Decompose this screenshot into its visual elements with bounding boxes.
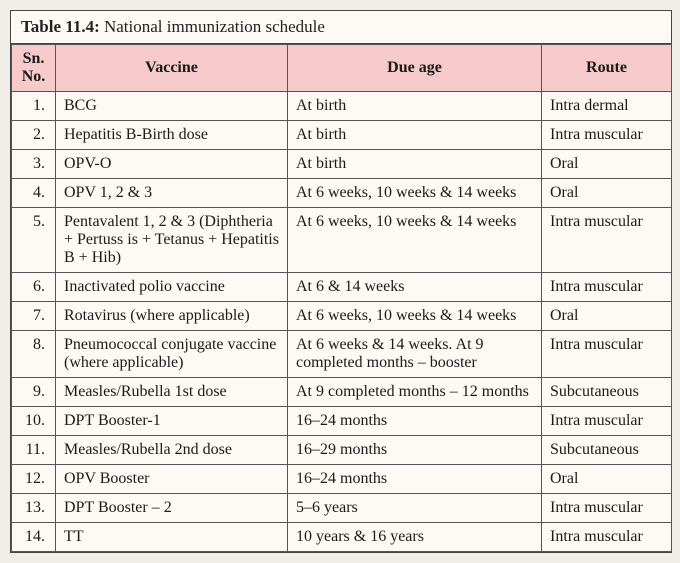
cell-sn: 4. bbox=[12, 179, 56, 208]
caption-title: National immunization schedule bbox=[104, 17, 325, 36]
cell-due-age: At 6 weeks, 10 weeks & 14 weeks bbox=[288, 208, 542, 273]
cell-vaccine: TT bbox=[56, 523, 288, 552]
cell-due-age: At birth bbox=[288, 121, 542, 150]
cell-due-age: 16–24 months bbox=[288, 407, 542, 436]
col-header-vaccine: Vaccine bbox=[56, 45, 288, 92]
cell-vaccine: OPV-O bbox=[56, 150, 288, 179]
cell-route: Oral bbox=[542, 465, 672, 494]
cell-vaccine: DPT Booster – 2 bbox=[56, 494, 288, 523]
cell-due-age: At 6 weeks, 10 weeks & 14 weeks bbox=[288, 302, 542, 331]
cell-vaccine: Pneumococcal conjugate vaccine (where ap… bbox=[56, 331, 288, 378]
cell-route: Intra muscular bbox=[542, 331, 672, 378]
cell-vaccine: Rotavirus (where applicable) bbox=[56, 302, 288, 331]
table-row: 4.OPV 1, 2 & 3At 6 weeks, 10 weeks & 14 … bbox=[12, 179, 672, 208]
immunization-table: Sn. No. Vaccine Due age Route 1.BCGAt bi… bbox=[11, 44, 672, 552]
table-row: 13.DPT Booster – 25–6 yearsIntra muscula… bbox=[12, 494, 672, 523]
cell-due-age: At 6 weeks, 10 weeks & 14 weeks bbox=[288, 179, 542, 208]
cell-route: Subcutaneous bbox=[542, 436, 672, 465]
table-row: 6.Inactivated polio vaccineAt 6 & 14 wee… bbox=[12, 273, 672, 302]
cell-due-age: 5–6 years bbox=[288, 494, 542, 523]
cell-due-age: At 6 & 14 weeks bbox=[288, 273, 542, 302]
cell-vaccine: OPV Booster bbox=[56, 465, 288, 494]
cell-route: Oral bbox=[542, 179, 672, 208]
cell-vaccine: DPT Booster-1 bbox=[56, 407, 288, 436]
cell-vaccine: Measles/Rubella 1st dose bbox=[56, 378, 288, 407]
cell-sn: 9. bbox=[12, 378, 56, 407]
table-row: 11.Measles/Rubella 2nd dose16–29 monthsS… bbox=[12, 436, 672, 465]
cell-due-age: 16–24 months bbox=[288, 465, 542, 494]
col-header-route: Route bbox=[542, 45, 672, 92]
cell-sn: 6. bbox=[12, 273, 56, 302]
table-row: 1.BCGAt birthIntra dermal bbox=[12, 92, 672, 121]
cell-due-age: At birth bbox=[288, 92, 542, 121]
cell-route: Intra muscular bbox=[542, 407, 672, 436]
cell-sn: 12. bbox=[12, 465, 56, 494]
table-row: 12.OPV Booster16–24 monthsOral bbox=[12, 465, 672, 494]
cell-route: Oral bbox=[542, 302, 672, 331]
col-header-sn: Sn. No. bbox=[12, 45, 56, 92]
table-row: 8.Pneumococcal conjugate vaccine (where … bbox=[12, 331, 672, 378]
immunization-table-wrap: Table 11.4: National immunization schedu… bbox=[10, 10, 672, 553]
caption-label: Table 11.4: bbox=[21, 17, 100, 36]
cell-vaccine: Pentavalent 1, 2 & 3 (Diphtheria + Pertu… bbox=[56, 208, 288, 273]
table-row: 7.Rotavirus (where applicable)At 6 weeks… bbox=[12, 302, 672, 331]
cell-sn: 14. bbox=[12, 523, 56, 552]
cell-vaccine: OPV 1, 2 & 3 bbox=[56, 179, 288, 208]
cell-route: Intra muscular bbox=[542, 273, 672, 302]
table-header-row: Sn. No. Vaccine Due age Route bbox=[12, 45, 672, 92]
cell-sn: 7. bbox=[12, 302, 56, 331]
cell-sn: 11. bbox=[12, 436, 56, 465]
table-row: 5.Pentavalent 1, 2 & 3 (Diphtheria + Per… bbox=[12, 208, 672, 273]
cell-due-age: At 9 completed months – 12 months bbox=[288, 378, 542, 407]
cell-route: Oral bbox=[542, 150, 672, 179]
cell-route: Intra muscular bbox=[542, 121, 672, 150]
cell-route: Intra muscular bbox=[542, 523, 672, 552]
cell-due-age: At birth bbox=[288, 150, 542, 179]
cell-route: Subcutaneous bbox=[542, 378, 672, 407]
cell-sn: 3. bbox=[12, 150, 56, 179]
cell-vaccine: Inactivated polio vaccine bbox=[56, 273, 288, 302]
cell-vaccine: Measles/Rubella 2nd dose bbox=[56, 436, 288, 465]
cell-route: Intra muscular bbox=[542, 494, 672, 523]
table-row: 3.OPV-OAt birthOral bbox=[12, 150, 672, 179]
cell-sn: 2. bbox=[12, 121, 56, 150]
cell-vaccine: BCG bbox=[56, 92, 288, 121]
cell-sn: 13. bbox=[12, 494, 56, 523]
cell-due-age: At 6 weeks & 14 weeks. At 9 completed mo… bbox=[288, 331, 542, 378]
cell-route: Intra muscular bbox=[542, 208, 672, 273]
cell-sn: 5. bbox=[12, 208, 56, 273]
col-header-due-age: Due age bbox=[288, 45, 542, 92]
cell-route: Intra dermal bbox=[542, 92, 672, 121]
table-caption: Table 11.4: National immunization schedu… bbox=[11, 11, 671, 44]
table-row: 2.Hepatitis B-Birth doseAt birthIntra mu… bbox=[12, 121, 672, 150]
cell-sn: 8. bbox=[12, 331, 56, 378]
table-row: 10.DPT Booster-116–24 monthsIntra muscul… bbox=[12, 407, 672, 436]
cell-vaccine: Hepatitis B-Birth dose bbox=[56, 121, 288, 150]
cell-sn: 1. bbox=[12, 92, 56, 121]
table-row: 14.TT10 years & 16 yearsIntra muscular bbox=[12, 523, 672, 552]
cell-sn: 10. bbox=[12, 407, 56, 436]
table-row: 9.Measles/Rubella 1st doseAt 9 completed… bbox=[12, 378, 672, 407]
cell-due-age: 10 years & 16 years bbox=[288, 523, 542, 552]
cell-due-age: 16–29 months bbox=[288, 436, 542, 465]
